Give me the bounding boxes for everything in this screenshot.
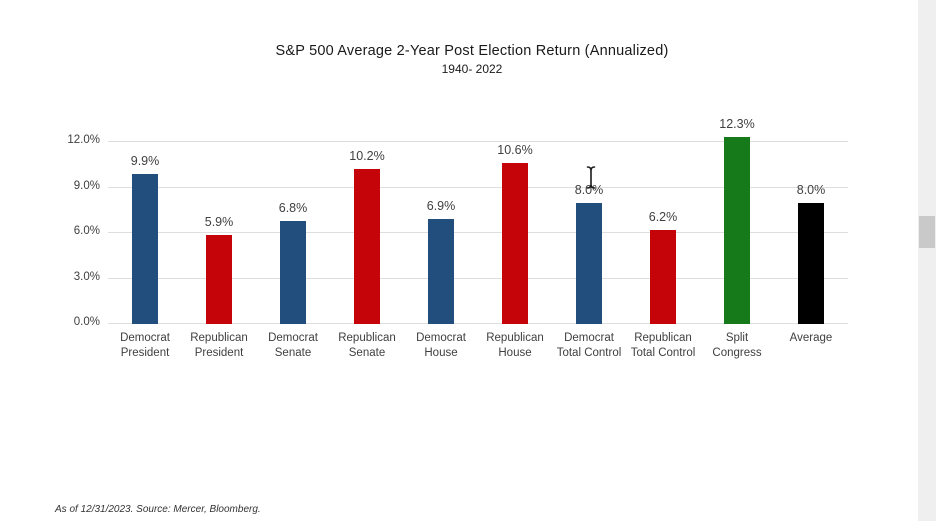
bar — [428, 219, 454, 324]
bar — [724, 137, 750, 324]
bar-value-label: 5.9% — [204, 214, 234, 229]
bar — [354, 169, 380, 324]
y-tick-label: 9.0% — [73, 179, 100, 192]
bar-group: 8.0% — [552, 90, 626, 324]
gridline — [108, 186, 848, 188]
bar-value-label: 12.3% — [719, 117, 755, 132]
bar — [576, 202, 602, 324]
bar-group: 6.8% — [256, 90, 330, 324]
bar-group: 9.9% — [108, 90, 182, 324]
vertical-scrollbar-thumb[interactable] — [919, 216, 935, 248]
source-note: As of 12/31/2023. Source: Mercer, Bloomb… — [55, 504, 261, 515]
bar — [206, 234, 232, 324]
y-tick-label: 6.0% — [73, 225, 100, 237]
bar-value-label: 10.2% — [349, 149, 385, 164]
bar-group: 10.2% — [330, 90, 404, 324]
bar-value-label: 6.2% — [648, 209, 678, 224]
category-label: Democrat House — [416, 332, 466, 359]
y-tick-label: 3.0% — [73, 270, 100, 283]
y-axis: 12.0% 9.0% 6.0% 3.0% 0.0% — [30, 90, 100, 328]
bar — [798, 202, 824, 324]
category-label: Democrat Senate — [268, 332, 318, 359]
gridline — [108, 323, 848, 324]
bar-group: 6.2% — [626, 90, 700, 324]
bar-value-label: 10.6% — [497, 143, 533, 158]
bar-value-label: 8.0% — [574, 182, 604, 197]
bar-group: 6.9% — [404, 90, 478, 324]
bar — [280, 220, 306, 324]
category-label: Split Congress — [712, 332, 762, 359]
bar-value-label: 9.9% — [130, 153, 160, 168]
category-label: Republican Total Control — [630, 332, 696, 359]
bar-group: 12.3% — [700, 90, 774, 324]
bar-value-label: 6.9% — [426, 199, 456, 214]
plot-area: 9.9% 5.9% 6.8% 10.2% 6.9% 10.6% 8.0% 6.2% 12.3% 8… — [108, 90, 848, 324]
category-label: Democrat President — [120, 332, 170, 359]
y-tick-label: 0.0% — [73, 316, 100, 328]
category-label: Republican Senate — [338, 332, 396, 359]
gridline — [108, 232, 848, 233]
x-axis: Democrat President Republican President Demo… — [108, 331, 848, 365]
bar-group: 8.0% — [774, 90, 848, 324]
gridline — [108, 277, 848, 279]
gridline — [108, 141, 848, 142]
chart-title: S&P 500 Average 2-Year Post Election Ret… — [275, 43, 669, 59]
bar-group: 5.9% — [182, 90, 256, 324]
bar-group: 10.6% — [478, 90, 552, 324]
category-label: Republican House — [486, 332, 544, 359]
vertical-scrollbar-track[interactable] — [918, 0, 936, 521]
bar-value-label: 8.0% — [796, 182, 826, 197]
bar — [132, 173, 158, 324]
category-label: Democrat Total Control — [556, 332, 622, 359]
category-label: Republican President — [190, 332, 248, 359]
category-label: Average — [789, 332, 833, 344]
bar — [650, 229, 676, 324]
bar — [502, 163, 528, 324]
bar-value-label: 6.8% — [278, 200, 308, 215]
y-tick-label: 12.0% — [67, 134, 100, 146]
chart-subtitle: 1940- 2022 — [441, 62, 503, 76]
